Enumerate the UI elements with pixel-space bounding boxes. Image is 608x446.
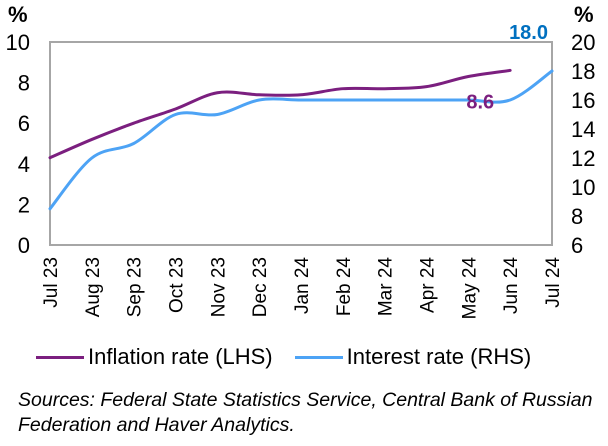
x-tick-label: Jul 24 [543,257,564,308]
legend-swatch-interest [294,355,343,359]
right-tick-label: 20 [571,30,595,55]
x-tick-label: May 24 [459,257,480,320]
right-tick-label: 18 [571,59,595,84]
left-tick-label: 2 [18,192,30,217]
legend-label-interest: Interest rate (RHS) [346,344,532,369]
legend-swatch-inflation [36,355,84,359]
right-tick-label: 16 [571,88,595,113]
left-tick-label: 10 [6,30,30,55]
right-axis-unit: % [574,2,594,27]
x-tick-label: Nov 23 [208,257,229,317]
left-axis-unit: % [8,2,28,27]
x-tick-label: Oct 23 [167,257,188,313]
source-note: Sources: Federal State Statistics Servic… [18,389,593,436]
x-tick-label: Jan 24 [292,257,313,314]
plot-frame [49,41,553,246]
series-layer [48,68,554,211]
legend-item-interest[interactable]: Interest rate (RHS) [294,344,532,370]
left-tick-label: 6 [18,111,30,136]
chart: % 0 2 4 6 8 10 % 6 8 10 12 14 16 18 20 Jul 23 Aug 23 Sep… [6,2,596,320]
x-tick-label: Jun 24 [501,257,522,314]
x-tick-label: Mar 24 [376,257,397,317]
data-label-inflation: 8.6 [466,91,494,113]
legend: Inflation rate (LHS) Interest rate (RHS) [36,344,553,370]
right-axis: % 6 8 10 12 14 16 18 20 [571,2,595,258]
left-tick-label: 8 [18,71,30,96]
legend-item-inflation[interactable]: Inflation rate (LHS) [36,344,273,370]
x-tick-label: Jul 23 [41,257,62,308]
right-tick-label: 8 [571,204,583,229]
right-tick-label: 14 [571,117,595,142]
right-tick-label: 12 [571,146,595,171]
left-axis: % 0 2 4 6 8 10 [6,2,30,258]
x-axis: Jul 23 Aug 23 Sep 23 Oct 23 Nov 23 Dec 23 Jan … [41,257,564,320]
series-line-inflation [48,68,512,160]
x-tick-label: Feb 24 [334,257,355,317]
series-line-interest [48,69,554,211]
x-tick-label: Apr 24 [418,257,439,313]
x-tick-label: Dec 23 [250,257,271,317]
right-tick-label: 10 [571,175,595,200]
left-tick-label: 0 [18,233,30,258]
right-tick-label: 6 [571,233,583,258]
data-labels: 8.6 18.0 [466,22,548,113]
left-tick-label: 4 [18,152,30,177]
x-tick-label: Aug 23 [83,257,104,317]
x-tick-label: Sep 23 [125,257,146,317]
legend-label-inflation: Inflation rate (LHS) [88,344,273,369]
data-label-interest: 18.0 [509,22,548,44]
